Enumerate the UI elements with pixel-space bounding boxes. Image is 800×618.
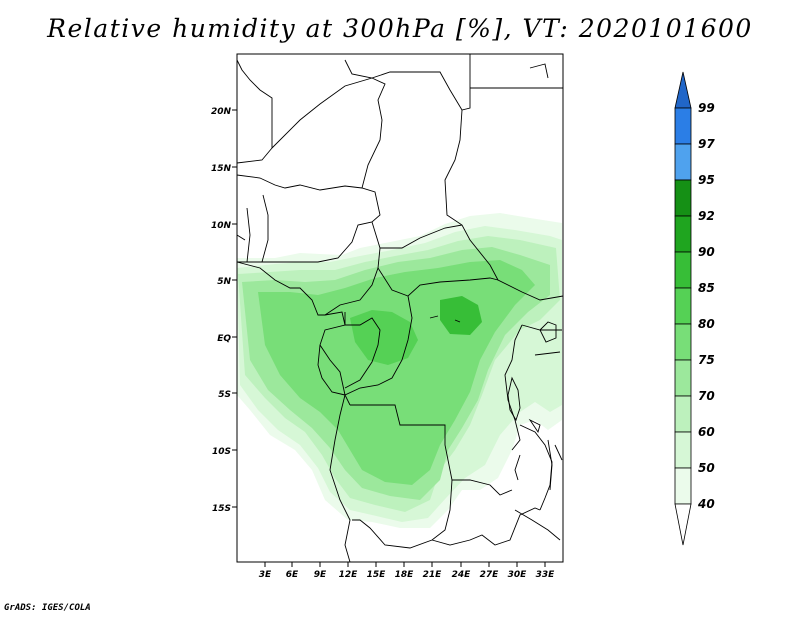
software-credit: GrADS: IGES/COLA (4, 603, 91, 613)
lon-label: 21E (423, 570, 443, 580)
colorbar-label: 90 (698, 245, 715, 259)
colorbar-label: 92 (698, 209, 715, 223)
colorbar-band (674, 251, 692, 289)
colorbar-band (674, 179, 692, 217)
map-frame (236, 53, 564, 563)
colorbar-band (674, 107, 692, 145)
longitude-labels: 3E 6E 9E 12E 15E 18E 21E 24E 27E 30E 33E (259, 570, 555, 580)
latitude-labels: 20N 15N 10N 5N EQ 5S 10S 15S (211, 107, 232, 514)
colorbar-label: 99 (698, 101, 715, 115)
lon-label: 6E (286, 570, 299, 580)
colorbar-band (674, 323, 692, 361)
latitude-ticks (232, 109, 237, 508)
lon-label: 18E (395, 570, 415, 580)
lon-label: 24E (452, 570, 472, 580)
lon-label: 15E (367, 570, 387, 580)
colorbar-band (674, 431, 692, 469)
lon-label: 12E (339, 570, 359, 580)
lat-label: 5S (218, 390, 231, 400)
colorbar-label: 97 (698, 137, 715, 151)
colorbar-label: 60 (698, 425, 715, 439)
lon-label: 33E (536, 570, 556, 580)
lat-label: 20N (211, 107, 232, 117)
lon-label: 30E (508, 570, 528, 580)
colorbar-band (674, 287, 692, 325)
colorbar-label: 95 (698, 173, 715, 187)
lat-label: 10S (212, 447, 231, 457)
colorbar-band (674, 395, 692, 433)
lat-label: 10N (211, 221, 232, 231)
colorbar-label: 80 (698, 317, 715, 331)
colorbar-label: 40 (697, 497, 715, 511)
lat-label: 5N (217, 277, 231, 287)
humidity-field (237, 213, 562, 528)
colorbar-band (674, 215, 692, 253)
colorbar-label: 70 (698, 389, 715, 403)
colorbar-label: 85 (698, 281, 715, 295)
lon-label: 27E (480, 570, 500, 580)
humidity-shade-80-85 (350, 310, 418, 365)
lat-label: EQ (217, 334, 231, 344)
lon-label: 9E (314, 570, 327, 580)
colorbar-label: 75 (698, 353, 715, 367)
longitude-ticks (264, 562, 546, 567)
lakes (429, 63, 557, 491)
colorbar-labels: 99 97 95 92 90 85 80 75 70 60 50 40 (697, 101, 715, 511)
colorbar (674, 71, 692, 546)
colorbar-label: 50 (698, 461, 715, 475)
colorbar-band (674, 359, 692, 397)
country-borders (236, 54, 564, 563)
colorbar-bottom-arrow (674, 503, 692, 546)
lat-label: 15N (211, 164, 232, 174)
humidity-shade-85-90 (440, 296, 482, 335)
plot-title: Relative humidity at 300hPa [%], VT: 202… (47, 14, 753, 43)
lat-label: 15S (212, 504, 231, 514)
colorbar-band (674, 143, 692, 181)
lon-label: 3E (259, 570, 272, 580)
colorbar-band (674, 467, 692, 505)
colorbar-top-arrow (674, 71, 692, 109)
